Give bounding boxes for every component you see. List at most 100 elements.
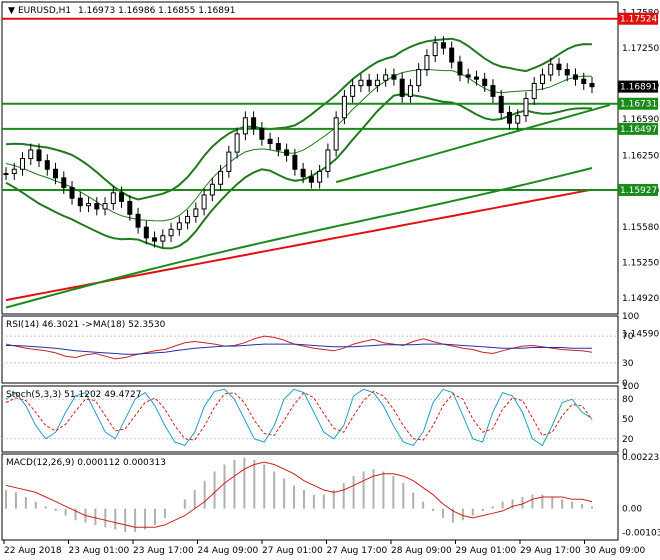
candle-body [440, 42, 446, 49]
candle-body [275, 143, 281, 151]
time-tick-label: 22 Aug 2018 [4, 546, 62, 556]
price-tag-label: 1.16497 [620, 125, 657, 135]
price-tag-bg [618, 183, 658, 196]
candle-body [201, 194, 207, 210]
price-tick-label: 1.16250 [622, 151, 659, 161]
price-tick-label: 1.14590 [622, 329, 659, 339]
time-tick-label: 29 Aug 17:00 [520, 546, 581, 556]
candle-body [333, 117, 339, 151]
candle-body [110, 192, 116, 205]
candle-body [523, 97, 529, 117]
time-tick-label: 23 Aug 01:00 [69, 546, 130, 556]
price-tick-label: 1.14920 [622, 294, 659, 304]
price-tag-bg [618, 12, 658, 25]
time-tick-label: 30 Aug 09:00 [585, 546, 646, 556]
price-axis: 1.175801.172501.169001.165901.162501.159… [618, 9, 660, 539]
candle-body [127, 200, 133, 215]
stoch-tick-label: 80 [622, 395, 634, 405]
candle-body [44, 160, 50, 170]
stoch-title: Stoch(5,3,3) 51.1202 49.4727 [6, 390, 141, 400]
candle-body [350, 85, 356, 97]
macd-panel: MACD(12,26,9) 0.000112 0.000313 [5, 457, 593, 532]
candle-body [424, 55, 430, 71]
candle-body [135, 213, 141, 228]
macd-tick-label: 0.00223 [622, 453, 659, 463]
candle-body [168, 228, 174, 237]
candle-body [86, 203, 92, 207]
candle-body [506, 111, 512, 124]
candle-body [325, 149, 331, 172]
candle-body [234, 133, 240, 153]
candle-body [407, 85, 413, 97]
candle-body [20, 158, 26, 170]
ohlc-readout: 1.16973 1.16986 1.16855 1.16891 [78, 6, 235, 16]
long-ma-green [5, 167, 593, 309]
candle-body [160, 235, 166, 242]
candle-body [589, 82, 595, 88]
time-tick-label: 27 Aug 01:00 [262, 546, 323, 556]
trendline-support [335, 103, 611, 184]
candle-body [457, 61, 463, 76]
candle-body [465, 74, 471, 78]
chart-header: ▼ EURUSD,H1 1.16973 1.16986 1.16855 1.16… [8, 6, 235, 16]
candle-body [209, 183, 215, 196]
candle-body [531, 82, 537, 99]
stoch-tick-label: 0 [622, 448, 628, 458]
candle-body [61, 177, 67, 188]
time-tick-label: 23 Aug 17:00 [133, 546, 194, 556]
candle-body [399, 78, 405, 97]
macd-signal-line [5, 461, 593, 528]
candle-body [581, 78, 587, 84]
candle-body [341, 95, 347, 119]
rsi-title: RSI(14) 46.3021 ->MA(18) 52.3530 [6, 320, 166, 330]
candle-body [218, 170, 224, 185]
candle-body [152, 237, 158, 242]
rsi-panel: RSI(14) 46.3021 ->MA(18) 52.3530 [2, 320, 618, 364]
time-tick-label: 28 Aug 09:00 [391, 546, 452, 556]
price-tag-bg [618, 122, 658, 135]
candle-body [267, 138, 273, 145]
symbol-label: EURUSD,H1 [18, 6, 71, 16]
macd-tick-label: 0.00 [622, 505, 642, 515]
panel-frame-rsi [1, 315, 619, 384]
candle-body [226, 151, 232, 172]
price-tick-label: 1.17250 [622, 44, 659, 54]
candle-body [102, 203, 108, 210]
stoch-series-signal [5, 390, 593, 441]
candle-body [292, 154, 298, 170]
price-tag-label: 1.16891 [620, 83, 657, 93]
stoch-series-main [5, 388, 593, 447]
price-tag-label: 1.16731 [620, 100, 657, 110]
stoch-tick-label: 50 [622, 415, 634, 425]
main-price-panel [2, 17, 618, 309]
bollinger-middle [5, 69, 593, 222]
stoch-tick-label: 100 [622, 382, 639, 392]
candle-body [28, 149, 34, 160]
price-tag-bg [618, 80, 658, 93]
candle-body [77, 197, 83, 207]
candle-body [94, 203, 100, 210]
candle-body [391, 74, 397, 80]
rsi-tick-label: 100 [622, 312, 639, 322]
candle-body [366, 79, 372, 87]
bollinger-upper [5, 37, 593, 201]
time-tick-label: 24 Aug 09:00 [198, 546, 259, 556]
candle-body [416, 69, 422, 87]
candle-body [259, 128, 265, 140]
rsi-tick-label: 0 [622, 379, 628, 389]
time-tick-label: 29 Aug 01:00 [456, 546, 517, 556]
candle-body [193, 208, 199, 217]
panel-frames [1, 1, 619, 541]
stoch-panel: Stoch(5,3,3) 51.1202 49.4727 [2, 388, 618, 447]
stoch-tick-label: 20 [622, 435, 634, 445]
candle-body [300, 168, 306, 178]
candle-body [143, 226, 149, 239]
candle-body [11, 168, 17, 175]
candle-body [251, 117, 257, 130]
candle-body [284, 149, 290, 156]
candle-body [539, 74, 545, 84]
candle-body [383, 74, 389, 81]
symbol-dropdown-icon[interactable]: ▼ [8, 6, 15, 16]
